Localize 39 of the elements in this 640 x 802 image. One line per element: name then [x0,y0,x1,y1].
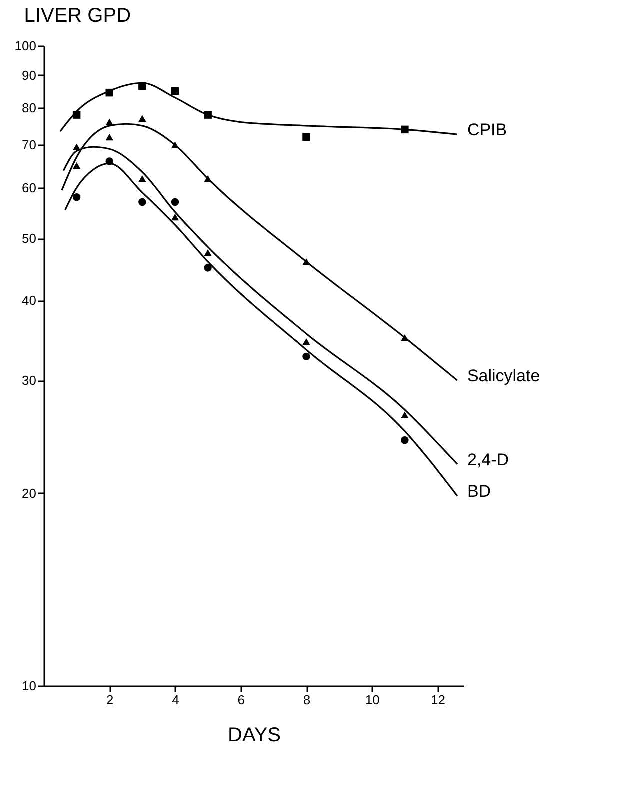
point [138,198,146,206]
point [302,133,310,142]
x-tick-label: 10 [365,692,380,708]
y-tick-label: 30 [22,373,36,388]
y-tick-label: 60 [22,180,36,196]
series-label: 2,4-D [467,450,510,470]
point [171,87,180,96]
series-label: Salicylate [467,366,540,386]
chart-title: LIVER GPD [24,5,132,27]
point [204,264,212,272]
x-tick-label: 4 [172,692,180,708]
point [138,176,146,182]
line-series [60,82,458,136]
series-label: BD [467,482,492,502]
x-tick-label: 8 [303,692,311,708]
x-tick-label: 2 [106,692,114,708]
point [302,338,310,346]
point [72,162,81,170]
x-tick-label: 12 [431,692,446,708]
x-tick-label: 6 [238,692,245,708]
point [138,115,146,122]
y-tick-label: 90 [22,68,36,83]
y-tick-label: 50 [22,231,36,246]
point [171,214,180,221]
point [401,412,409,418]
y-tick-label: 40 [22,293,36,308]
y-tick-label: 20 [22,486,36,501]
point [204,250,212,256]
point [171,198,180,206]
x-axis-title: DAYS [228,724,281,746]
y-tick-label: 10 [22,678,36,694]
y-tick-label: 80 [22,100,36,116]
point [401,436,409,444]
point [72,194,81,202]
y-tick-label: 70 [22,138,36,153]
point [302,352,310,361]
point [106,134,114,141]
series-label: CPIB [467,120,508,140]
y-tick-label: 100 [14,38,36,54]
